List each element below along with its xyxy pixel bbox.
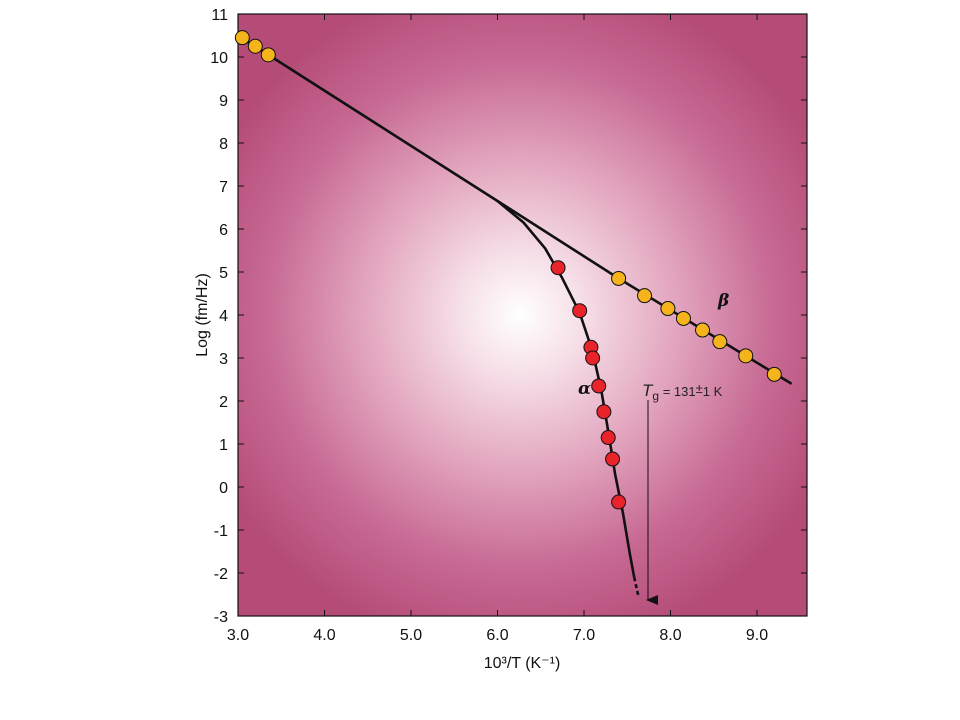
alpha-data-point (572, 303, 588, 319)
alpha-data-point (234, 30, 250, 46)
tg-unit: 1 K (703, 384, 723, 399)
alpha-data-point (611, 494, 627, 510)
beta-data-point (611, 270, 627, 286)
x-tick-label: 7.0 (573, 627, 595, 644)
y-tick-label: 3 (219, 351, 228, 368)
alpha-label: α (578, 379, 591, 399)
alpha-data-point (596, 404, 612, 420)
beta-data-point (675, 310, 691, 326)
y-tick-label: 6 (219, 222, 228, 239)
alpha-data-point (260, 47, 276, 63)
y-tick-label: 9 (219, 93, 228, 110)
tg-pm: ± (696, 381, 703, 396)
tg-value: = 131 (659, 384, 696, 399)
x-tick-label: 4.0 (313, 627, 335, 644)
plot-background (238, 14, 807, 616)
x-tick-label: 3.0 (227, 627, 249, 644)
y-tick-label: -3 (214, 609, 228, 626)
y-label-text: Log (fm/Hz) (194, 273, 211, 357)
data-points (234, 30, 782, 510)
x-tick-label: 5.0 (400, 627, 422, 644)
y-tick-label: -2 (214, 566, 228, 583)
y-axis-ticks: -3 -2 -1 0 1 2 3 4 5 6 7 8 9 10 11 (210, 7, 807, 626)
y-tick-label: -1 (214, 523, 228, 540)
y-axis-label: Log (fm/Hz) (194, 273, 211, 357)
y-tick-label: 0 (219, 480, 228, 497)
x-axis-ticks: 3.0 4.0 5.0 6.0 7.0 8.0 9.0 (227, 14, 768, 644)
beta-data-point (766, 366, 782, 382)
beta-data-point (660, 301, 676, 317)
alpha-data-point (591, 378, 607, 394)
y-tick-label: 7 (219, 179, 228, 196)
y-tick-label: 8 (219, 136, 228, 153)
y-tick-label: 2 (219, 394, 228, 411)
y-tick-label: 1 (219, 437, 228, 454)
alpha-data-point (600, 430, 616, 446)
alpha-data-point (550, 260, 566, 276)
y-tick-label: 5 (219, 265, 228, 282)
alpha-data-point (247, 38, 263, 54)
beta-data-point (738, 348, 754, 364)
y-tick-label: 10 (210, 50, 228, 67)
x-tick-label: 9.0 (746, 627, 768, 644)
x-label-text: 10³/T (K⁻¹) (484, 655, 561, 672)
x-tick-label: 8.0 (659, 627, 681, 644)
beta-data-point (695, 322, 711, 338)
tg-symbol: T (642, 381, 654, 400)
y-tick-label: 11 (211, 7, 228, 24)
tg-annotation: Tg = 131±1 K (642, 381, 723, 403)
beta-data-point (712, 334, 728, 350)
fit-curve-alpha-extrapolation (632, 577, 640, 597)
beta-label: β (717, 291, 729, 311)
alpha-data-point (605, 451, 621, 467)
alpha-data-point (585, 350, 601, 366)
x-tick-label: 6.0 (486, 627, 508, 644)
tg-subscript: g (652, 389, 659, 403)
beta-data-point (637, 288, 653, 304)
y-tick-label: 4 (219, 308, 228, 325)
x-axis-label: 10³/T (K⁻¹) (484, 655, 561, 672)
